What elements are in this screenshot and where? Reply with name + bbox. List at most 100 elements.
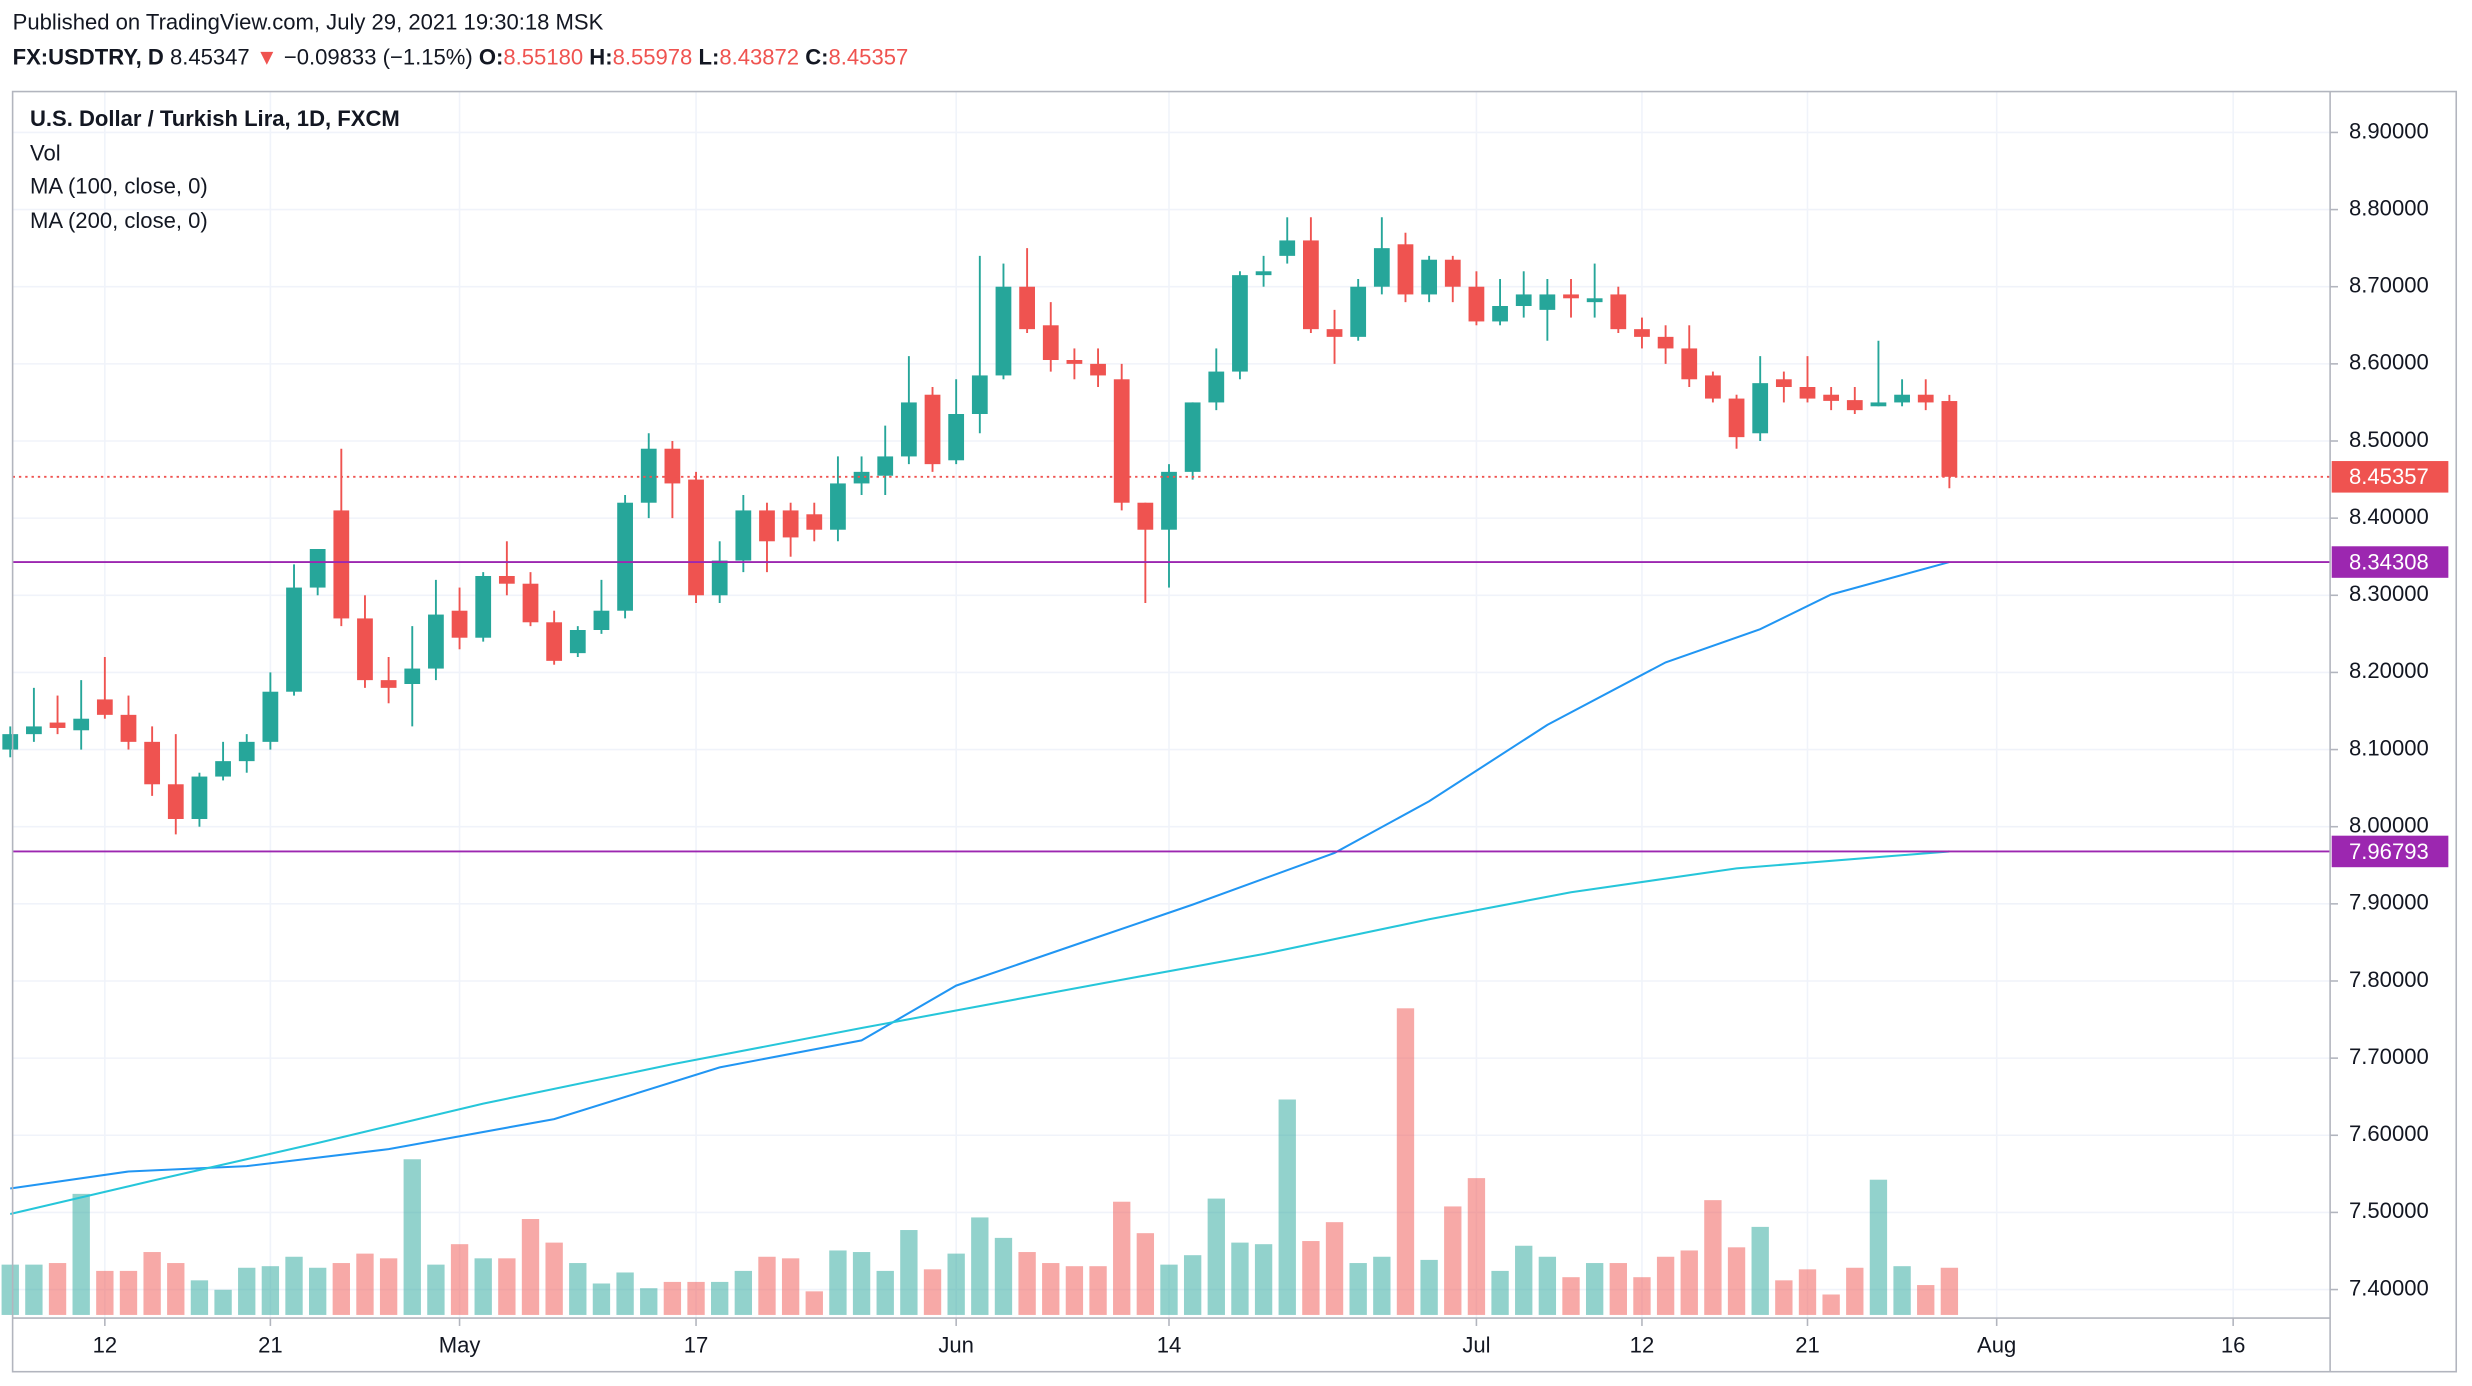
volume-bar: [758, 1256, 776, 1315]
volume-bar: [876, 1270, 894, 1315]
volume-bar: [805, 1291, 823, 1315]
y-tick-label: 7.40000: [2349, 1275, 2429, 1300]
volume-bar: [663, 1281, 682, 1315]
candle-body: [877, 456, 894, 476]
volume-bar: [640, 1288, 658, 1315]
candle-body: [1752, 383, 1769, 434]
candle-body: [428, 614, 444, 669]
change: −0.09833 (−1.15%): [284, 44, 473, 69]
candle-body: [1350, 286, 1367, 337]
h: 8.55978: [613, 44, 693, 69]
legend-item: MA (100, close, 0): [30, 174, 208, 199]
candle-body: [1303, 240, 1319, 330]
x-tick-label: Jun: [938, 1332, 974, 1357]
volume-bar: [781, 1258, 800, 1315]
volume-bar: [332, 1263, 350, 1315]
y-tick-label: 7.80000: [2349, 967, 2429, 992]
volume-bar: [1018, 1252, 1036, 1315]
candle-body: [1208, 371, 1225, 403]
volume-bar: [1373, 1256, 1391, 1315]
volume-bar: [687, 1281, 705, 1315]
volume-bar: [1798, 1269, 1817, 1315]
candle-body: [1255, 271, 1272, 276]
frame: [11, 90, 2458, 1373]
volume-bar: [450, 1244, 469, 1315]
candle-body: [215, 761, 231, 777]
y-tick-label: 8.00000: [2349, 813, 2429, 838]
volume-bar: [1633, 1277, 1651, 1315]
volume-bar: [427, 1264, 445, 1315]
candle-body: [1728, 398, 1745, 438]
candle-body: [1894, 394, 1910, 403]
volume-bar: [1278, 1099, 1296, 1315]
candle-body: [333, 510, 350, 619]
volume-bar: [616, 1272, 634, 1315]
candle-body: [924, 394, 941, 465]
volume-bar: [1467, 1178, 1486, 1315]
candle-body: [546, 622, 563, 661]
candle-body: [238, 741, 255, 762]
candle-body: [1634, 329, 1650, 337]
candle-body: [1066, 360, 1083, 364]
candle-body: [2, 734, 19, 750]
candle-body: [948, 414, 965, 461]
candle-body: [1681, 348, 1698, 380]
y-tick-label: 8.20000: [2349, 658, 2429, 683]
candle-body: [782, 510, 799, 538]
ma-line: [10, 850, 1950, 1215]
volume-bar: [971, 1217, 989, 1315]
volume-bar: [1089, 1266, 1107, 1315]
candle-body: [1468, 286, 1485, 322]
candle-body: [1326, 329, 1343, 337]
volume-bar: [1585, 1263, 1604, 1315]
y-tick-label: 7.60000: [2349, 1121, 2429, 1146]
x-tick-label: 21: [258, 1332, 283, 1357]
candle-body: [1515, 294, 1532, 307]
y-tick-label: 8.60000: [2349, 350, 2429, 375]
candle-body: [1397, 244, 1414, 295]
volume-bar: [947, 1253, 965, 1315]
volume-bar: [1231, 1242, 1249, 1315]
volume-bar: [285, 1256, 303, 1315]
candle-body: [1917, 394, 1934, 403]
candle-body: [26, 726, 42, 735]
l-label: L:: [698, 44, 719, 69]
candle-body: [569, 629, 586, 654]
volume-bar: [1254, 1244, 1273, 1315]
candle-body: [167, 784, 184, 819]
candle-body: [120, 714, 137, 742]
candle-body: [1090, 363, 1106, 376]
x-tick-label: 12: [1630, 1332, 1655, 1357]
x-tick-label: 16: [2221, 1332, 2246, 1357]
volume-bar: [1893, 1266, 1911, 1315]
volume-bar: [923, 1269, 942, 1315]
candle-body: [1279, 240, 1296, 256]
quote-line: FX:USDTRY, D 8.45347 ▼ −0.09833 (−1.15%)…: [13, 44, 909, 69]
candle-body: [380, 680, 397, 688]
volume-bar: [1349, 1263, 1367, 1315]
candle-body: [830, 483, 846, 530]
volume-bar: [1727, 1247, 1746, 1315]
volume-bar: [1420, 1259, 1438, 1315]
volume-bar: [1775, 1280, 1793, 1315]
candle-body: [1563, 294, 1579, 299]
volume-bar: [356, 1253, 374, 1315]
volume-bar: [309, 1267, 327, 1315]
volume-bar: [214, 1289, 232, 1315]
candle-body: [1775, 379, 1792, 388]
y-tick-label: 8.10000: [2349, 735, 2429, 760]
legend-title: U.S. Dollar / Turkish Lira, 1D, FXCM: [30, 106, 400, 131]
candle-body: [1444, 259, 1461, 287]
candle-body: [1586, 298, 1603, 303]
price-label: 8.45357: [2349, 464, 2429, 489]
candle-body: [1113, 379, 1130, 503]
volume-bar: [1396, 1008, 1415, 1315]
price-label-box: [2331, 461, 2449, 493]
volume-bar: [261, 1266, 280, 1315]
y-tick-label: 8.30000: [2349, 581, 2429, 606]
volume-bar: [734, 1270, 753, 1315]
volume-bar: [1, 1264, 19, 1315]
candle-body: [522, 583, 539, 623]
y-tick-label: 7.50000: [2349, 1198, 2429, 1223]
volume-bar: [1113, 1201, 1131, 1315]
